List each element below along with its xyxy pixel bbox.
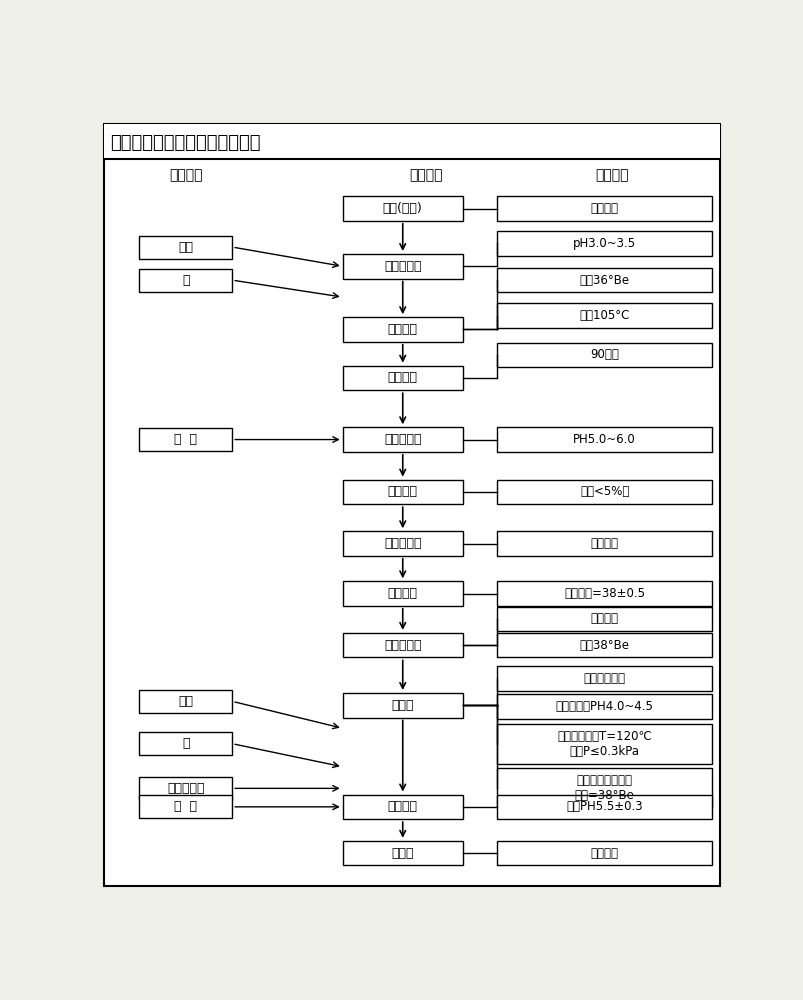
Bar (497, 480, 711, 504)
Bar (139, 777, 232, 800)
Text: 90分钟: 90分钟 (589, 348, 618, 361)
Text: 蒸发浓缩: 蒸发浓缩 (387, 587, 418, 600)
Bar (342, 581, 463, 606)
Text: 液  碱: 液 碱 (174, 433, 197, 446)
Bar (104, 124, 719, 158)
Bar (342, 531, 463, 556)
Bar (139, 428, 232, 451)
Text: 喷射加热: 喷射加热 (387, 323, 418, 336)
Text: 工艺步骤: 工艺步骤 (409, 168, 442, 182)
Text: 板框过滤: 板框过滤 (387, 485, 418, 498)
Text: 进料(糖蜜): 进料(糖蜜) (382, 202, 422, 215)
Bar (497, 694, 711, 719)
Text: pH3.0~3.5: pH3.0~3.5 (573, 237, 635, 250)
Bar (497, 231, 711, 256)
Bar (497, 303, 711, 328)
Bar (497, 343, 711, 367)
Text: 焦化罐: 焦化罐 (391, 699, 414, 712)
Bar (139, 732, 232, 755)
Bar (342, 254, 463, 279)
Bar (497, 633, 711, 657)
Text: 蒸发中转罐: 蒸发中转罐 (384, 537, 421, 550)
Text: 升温前调节PH4.0~4.5: 升温前调节PH4.0~4.5 (555, 700, 653, 713)
Text: 焦化保温结束调节
波美=38°Be: 焦化保温结束调节 波美=38°Be (574, 774, 634, 802)
Text: 调节PH5.5±0.3: 调节PH5.5±0.3 (565, 800, 642, 813)
Bar (342, 196, 463, 221)
Bar (497, 768, 711, 808)
Text: 检测液位: 检测液位 (590, 202, 618, 215)
Bar (497, 427, 711, 452)
Text: 焦化保温过程T=120℃
压力P≤0.3kPa: 焦化保温过程T=120℃ 压力P≤0.3kPa (556, 730, 651, 758)
Text: 液碱: 液碱 (178, 695, 193, 708)
Text: 辅料种类: 辅料种类 (169, 168, 202, 182)
Text: 进料检测液位: 进料检测液位 (583, 672, 625, 685)
Bar (497, 795, 711, 819)
Bar (497, 581, 711, 606)
Bar (139, 235, 232, 259)
Text: 层流保温: 层流保温 (387, 371, 418, 384)
Text: 水解喂料罐: 水解喂料罐 (384, 260, 421, 273)
Text: 工艺条件: 工艺条件 (594, 168, 628, 182)
Bar (342, 841, 463, 865)
Bar (497, 666, 711, 691)
Text: 焦亚硫酸钠: 焦亚硫酸钠 (167, 782, 204, 795)
Text: 液位监测: 液位监测 (590, 612, 618, 625)
Text: 温度105°C: 温度105°C (579, 309, 629, 322)
Bar (497, 196, 711, 221)
Bar (342, 480, 463, 504)
Bar (342, 317, 463, 342)
Text: 酱油专用焦糖色素生产工艺流程: 酱油专用焦糖色素生产工艺流程 (110, 134, 260, 152)
Bar (342, 366, 463, 390)
Text: 监测液位: 监测液位 (590, 847, 618, 860)
Bar (342, 427, 463, 452)
Text: PH5.0~6.0: PH5.0~6.0 (573, 433, 635, 446)
Text: 沉淀<5%。: 沉淀<5%。 (579, 485, 629, 498)
Text: 检测液位: 检测液位 (590, 537, 618, 550)
Text: 液  碱: 液 碱 (174, 800, 197, 813)
Bar (497, 531, 711, 556)
Text: 波美38°Be: 波美38°Be (579, 639, 629, 652)
Bar (342, 633, 463, 657)
Bar (497, 268, 711, 292)
Text: 水: 水 (181, 274, 190, 287)
Bar (497, 724, 711, 764)
Bar (497, 607, 711, 631)
Text: 成品罐: 成品罐 (391, 847, 414, 860)
Bar (139, 269, 232, 292)
Text: 成品调配: 成品调配 (387, 800, 418, 813)
Text: 板框中转罐: 板框中转罐 (384, 433, 421, 446)
Text: 水: 水 (181, 737, 190, 750)
Text: 物料浓度=38±0.5: 物料浓度=38±0.5 (564, 587, 644, 600)
Text: 硫酸: 硫酸 (178, 241, 193, 254)
Bar (139, 795, 232, 818)
Bar (342, 693, 463, 718)
Bar (139, 690, 232, 713)
Text: 波美36°Be: 波美36°Be (579, 274, 629, 287)
Bar (342, 795, 463, 819)
Bar (497, 841, 711, 865)
Text: 浓缩中转罐: 浓缩中转罐 (384, 639, 421, 652)
